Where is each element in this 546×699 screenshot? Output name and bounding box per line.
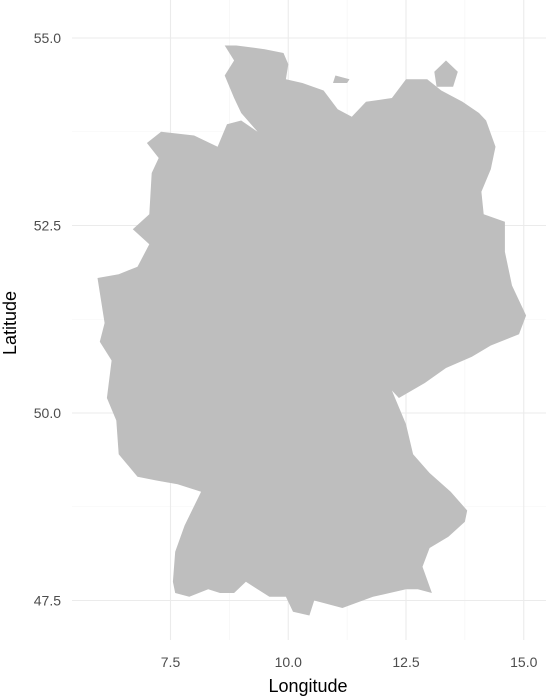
x-axis-ticks: 7.5 10.0 12.5 15.0 xyxy=(161,654,538,670)
y-tick-label: 52.5 xyxy=(34,218,61,234)
island xyxy=(333,75,350,83)
germany-shape xyxy=(97,45,527,616)
x-tick-label: 12.5 xyxy=(392,654,419,670)
x-tick-label: 15.0 xyxy=(510,654,537,670)
y-tick-label: 47.5 xyxy=(34,593,61,609)
y-tick-label: 55.0 xyxy=(34,30,61,46)
y-tick-label: 50.0 xyxy=(34,405,61,421)
y-axis-title: Latitude xyxy=(0,291,20,355)
germany-mainland xyxy=(97,45,527,616)
y-axis-ticks: 47.5 50.0 52.5 55.0 xyxy=(34,30,61,609)
island xyxy=(434,60,458,87)
x-tick-label: 7.5 xyxy=(161,654,181,670)
x-axis-title: Longitude xyxy=(268,676,347,696)
x-tick-label: 10.0 xyxy=(275,654,302,670)
